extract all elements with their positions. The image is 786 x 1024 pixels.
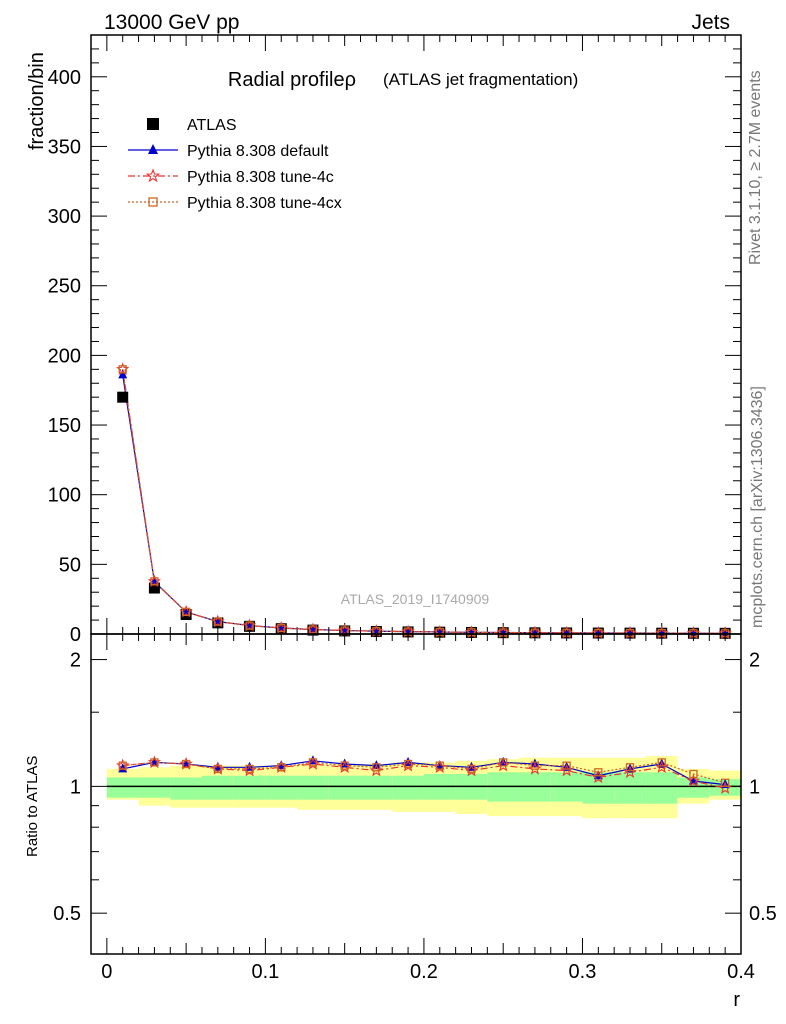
ratio-point (277, 763, 286, 772)
ratio-band-green (392, 775, 424, 800)
main-y-tick-label: 150 (48, 415, 81, 437)
legend-label: Pythia 8.308 tune-4cx (187, 195, 342, 212)
legend-marker (147, 118, 159, 130)
main-y-tick-label: 50 (59, 554, 81, 576)
ratio-point (150, 758, 159, 767)
ratio-point (340, 761, 349, 770)
main-y-axis-label: fraction/bin (26, 52, 48, 150)
legend-label: Pythia 8.308 tune-4c (187, 169, 334, 186)
ratio-point (530, 761, 540, 770)
main-y-tick-label: 300 (48, 206, 81, 228)
main-subtitle: (ATLAS jet fragmentation) (383, 70, 578, 89)
ratio-point (245, 764, 254, 774)
ratio-point (403, 759, 413, 769)
ratio-band-green (360, 775, 393, 800)
analysis-watermark: ATLAS_2019_I1740909 (341, 591, 490, 607)
ratio-panel: 0.5 0.5 1 1 2 2 0 0.1 0.2 0.3 0.4 Ratio to ATLAS r (24, 633, 777, 1011)
ratio-point (118, 761, 127, 770)
ratio-band-green (265, 775, 298, 800)
main-point (308, 625, 318, 634)
ratio-band-green (170, 777, 202, 800)
ratio-point (625, 763, 635, 772)
ratio-point (657, 758, 666, 767)
ratio-band-green (138, 777, 171, 798)
ratio-point (593, 770, 603, 780)
x-axis-label: r (733, 989, 740, 1011)
ratio-band-green (297, 775, 329, 800)
x-tick-label: 0.2 (410, 961, 438, 983)
ratio-point (499, 758, 508, 767)
ratio-point (276, 760, 286, 770)
mcplots-label: mcplots.cern.ch [arXiv:1306.3436] (749, 386, 766, 628)
ratio-band-green (233, 775, 266, 800)
ratio-curves (116, 755, 732, 794)
ratio-frame (90, 633, 742, 955)
ratio-point (213, 764, 222, 774)
x-tick-label: 0 (101, 961, 112, 983)
ratio-y-tick-label-right: 1 (749, 776, 760, 798)
ratio-y-tick-label-right: 0.5 (749, 903, 777, 925)
ratio-y-tick-label: 1 (70, 776, 81, 798)
rivet-version-label: Rivet 3.1.10, ≥ 2.7M events (747, 70, 764, 265)
legend-marker (148, 197, 158, 207)
main-y-tick-label: 100 (48, 485, 81, 507)
ratio-band-green (106, 777, 139, 798)
main-point (118, 365, 127, 374)
process-label: Jets (691, 11, 730, 34)
main-point (277, 623, 286, 633)
legend: ATLAS Pythia 8.308 default Pythia 8.308 tu… (128, 117, 342, 212)
main-point (150, 577, 159, 586)
ratio-point (562, 761, 571, 770)
main-y-tick-label: 200 (48, 345, 81, 367)
main-panel: 0 50 100 150 200 250 300 350 400 Radial profileρ… (26, 34, 742, 646)
ratio-axis-ticks: 0.5 0.5 1 1 2 2 0 0.1 0.2 0.3 0.4 (53, 634, 777, 983)
ratio-point (467, 764, 476, 774)
legend-marker (148, 144, 158, 154)
ratio-point (308, 758, 318, 767)
main-title: Radial profileρ (228, 69, 356, 91)
legend-label: Pythia 8.308 default (187, 143, 329, 160)
legend-marker (145, 168, 161, 183)
ratio-point (686, 773, 701, 787)
main-point (213, 617, 222, 626)
main-point (245, 621, 254, 630)
x-tick-label: 0.1 (251, 961, 279, 983)
main-y-tick-label: 250 (48, 276, 81, 298)
ratio-uncertainty-bands (106, 756, 741, 819)
ratio-y-tick-label: 2 (70, 650, 81, 672)
ratio-point (435, 761, 444, 770)
x-tick-label: 0.3 (569, 961, 597, 983)
ratio-point (372, 763, 381, 772)
ratio-y-tick-label-right: 2 (749, 650, 760, 672)
main-y-tick-label: 400 (48, 67, 81, 89)
legend-label: ATLAS (187, 117, 237, 134)
main-point (118, 369, 128, 379)
ratio-point (720, 778, 730, 787)
energy-label: 13000 GeV pp (104, 11, 239, 34)
main-y-tick-label: 350 (48, 136, 81, 158)
main-point (181, 607, 191, 617)
ratio-y-axis-label: Ratio to ATLAS (24, 756, 41, 857)
ratio-point (594, 768, 603, 777)
main-point (117, 391, 129, 403)
ratio-point (689, 769, 698, 779)
ratio-y-tick-label: 0.5 (53, 903, 81, 925)
ratio-band-green (201, 775, 234, 800)
main-y-tick-label: 0 (70, 624, 81, 646)
ratio-point (213, 761, 223, 771)
ratio-band-green (614, 772, 646, 804)
ratio-point (181, 759, 191, 769)
ratio-point (435, 760, 445, 770)
main-point (148, 582, 160, 594)
ratio-band-green (328, 775, 361, 800)
ratio-band-green (645, 772, 678, 804)
x-tick-label: 0.4 (727, 961, 755, 983)
ratio-series-line (122, 761, 726, 784)
